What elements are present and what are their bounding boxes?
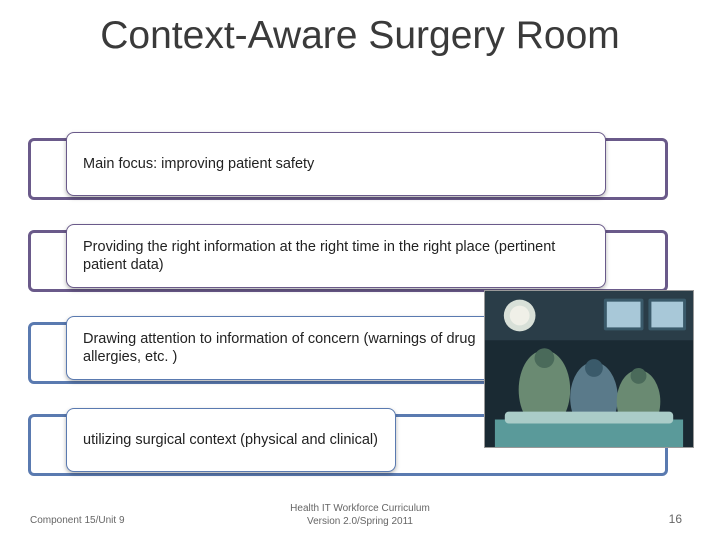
bullet-row: Main focus: improving patient safety	[28, 132, 692, 206]
bullet-row: Providing the right information at the r…	[28, 224, 692, 298]
slide: Context-Aware Surgery Room Main focus: i…	[0, 0, 720, 540]
bullet-text: Providing the right information at the r…	[83, 238, 589, 274]
bullet-text: utilizing surgical context (physical and…	[83, 431, 378, 449]
slide-title: Context-Aware Surgery Room	[0, 14, 720, 59]
bullet-text: Main focus: improving patient safety	[83, 155, 314, 173]
footer-center: Health IT Workforce Curriculum Version 2…	[0, 503, 720, 528]
footer-center-line2: Version 2.0/Spring 2011	[307, 516, 413, 527]
bullet-inner-box: utilizing surgical context (physical and…	[66, 408, 396, 472]
bullet-text: Drawing attention to information of conc…	[83, 330, 489, 366]
bullet-inner-box: Main focus: improving patient safety	[66, 132, 606, 196]
bullet-inner-box: Providing the right information at the r…	[66, 224, 606, 288]
surgery-photo	[484, 290, 694, 448]
bullet-inner-box: Drawing attention to information of conc…	[66, 316, 506, 380]
slide-number: 16	[669, 512, 682, 526]
footer-center-line1: Health IT Workforce Curriculum	[290, 503, 430, 514]
